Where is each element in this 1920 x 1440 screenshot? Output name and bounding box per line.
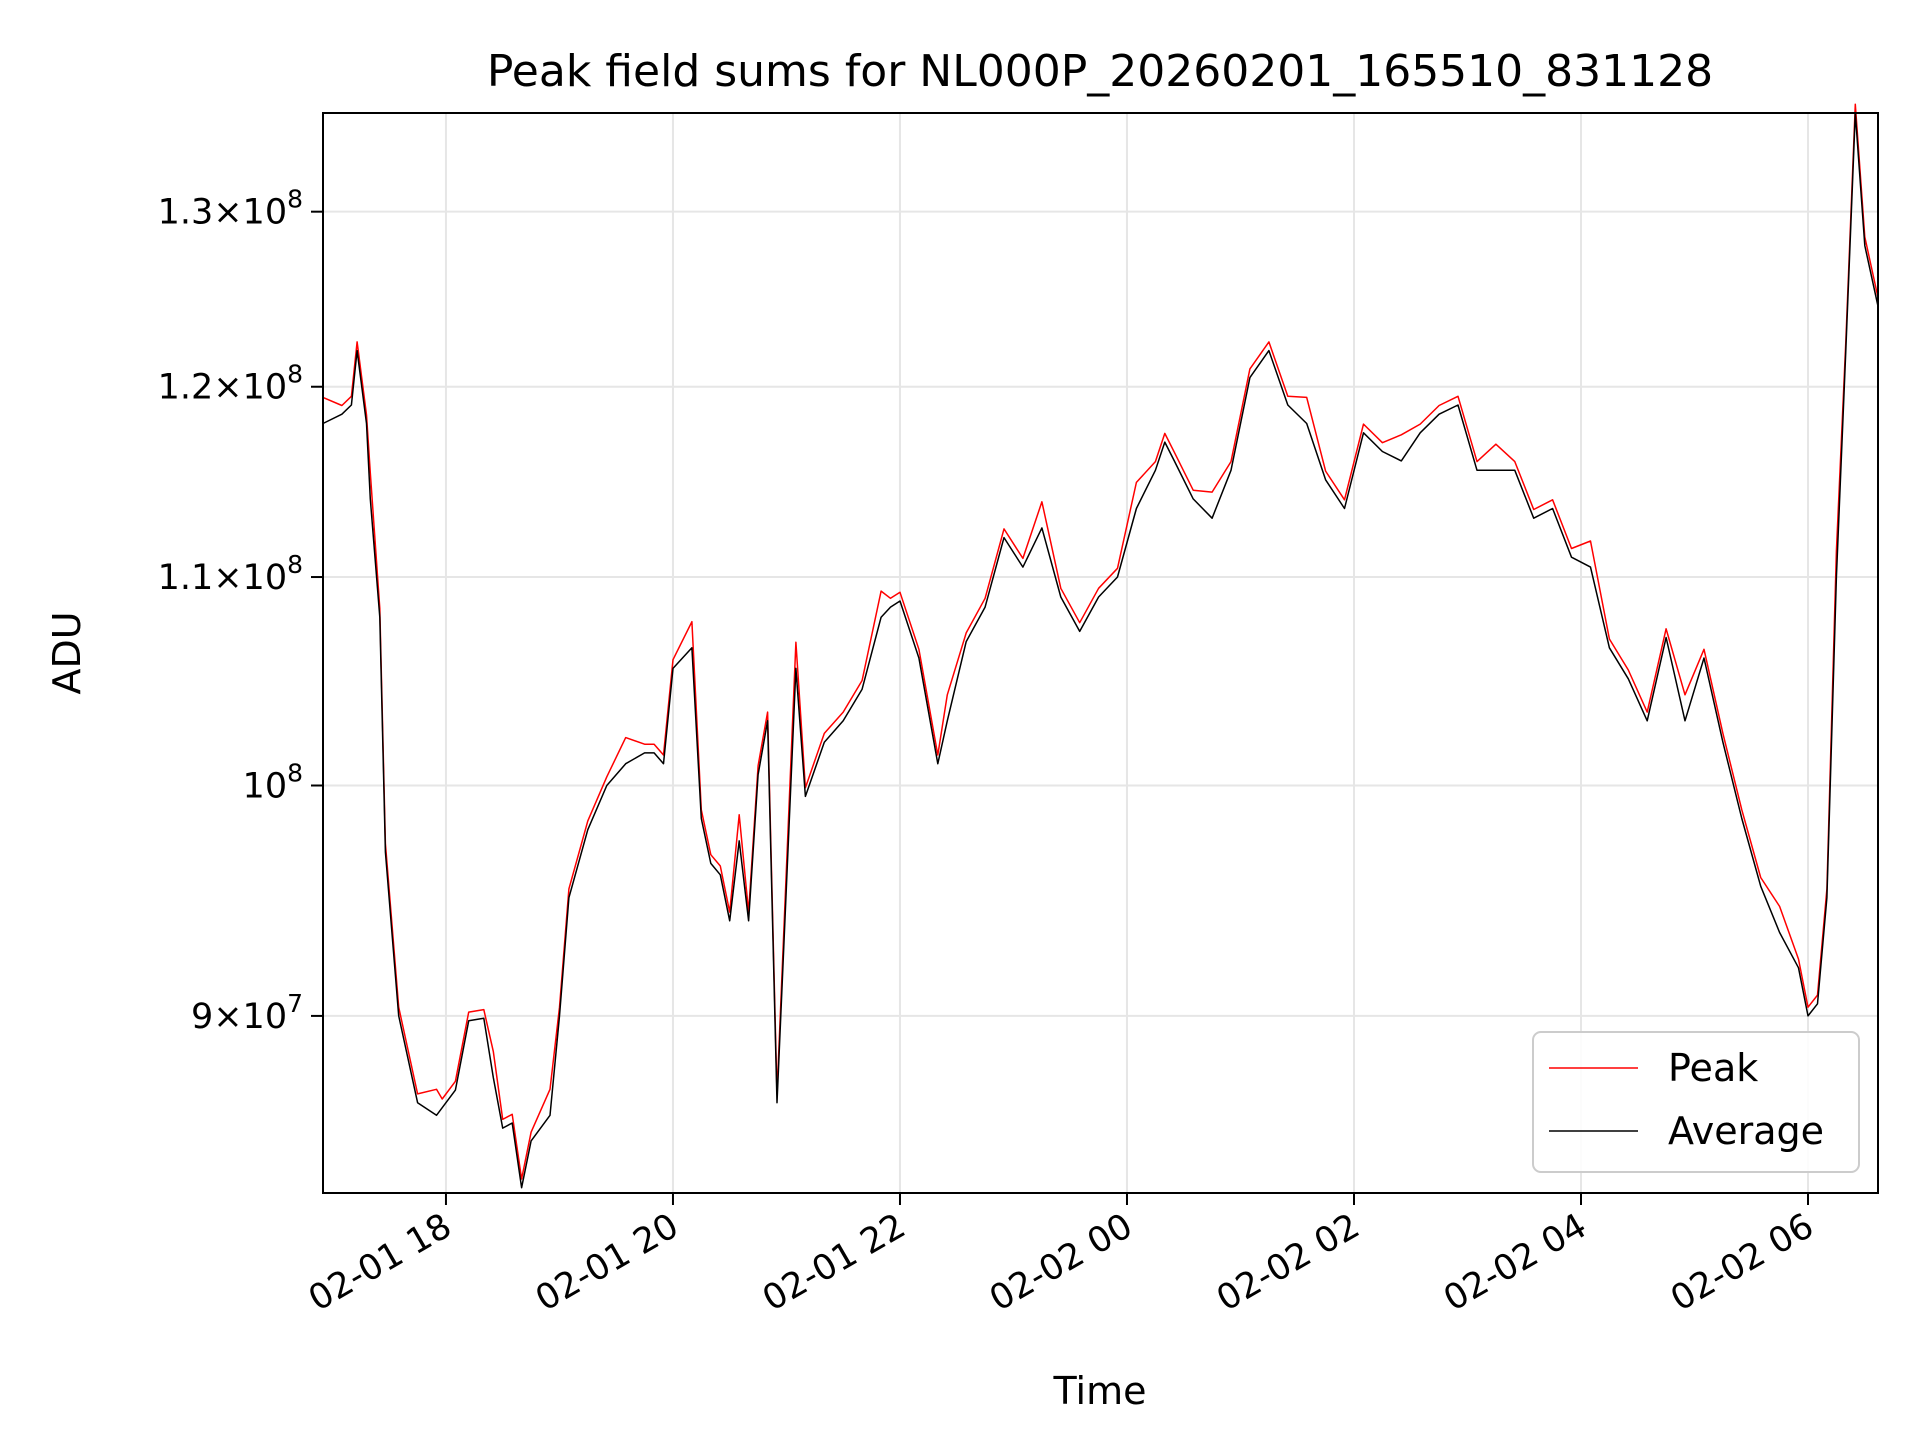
series-line-average — [322, 112, 1879, 1189]
legend: Peak Average — [1532, 1031, 1860, 1173]
legend-box — [1532, 1031, 1860, 1173]
y-tick-label: 1.2×108 — [158, 360, 303, 408]
plot-frame — [322, 112, 1879, 1194]
y-tick-label: 1.1×108 — [158, 550, 303, 598]
legend-label-average: Average — [1668, 1109, 1824, 1153]
y-tick-label: 108 — [243, 758, 303, 806]
legend-label-peak: Peak — [1668, 1046, 1758, 1090]
series-line-peak — [322, 103, 1879, 1180]
grid — [323, 113, 1878, 1193]
y-axis-label: ADU — [45, 611, 89, 694]
y-tick-label: 1.3×108 — [158, 185, 303, 233]
x-axis-label: Time — [1053, 1369, 1147, 1413]
series-layer — [322, 103, 1879, 1189]
y-axis: 9×107 108 1.1×108 1.2×108 1.3×108 — [158, 185, 323, 1037]
chart-title: Peak field sums for NL000P_20260201_1655… — [487, 46, 1713, 97]
y-tick-label: 9×107 — [191, 989, 303, 1037]
